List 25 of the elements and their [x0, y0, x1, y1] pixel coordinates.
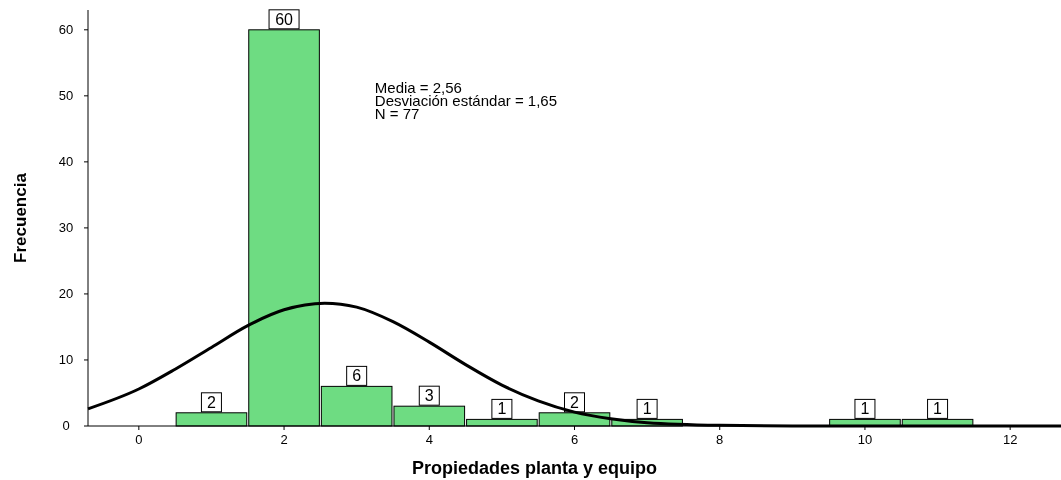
y-tick-label: 60 — [58, 21, 74, 37]
y-tick-label: 30 — [58, 219, 74, 235]
x-tick-label: 10 — [857, 432, 873, 447]
y-tick-label: 10 — [58, 351, 74, 367]
x-axis-title: Propiedades planta y equipo — [411, 458, 658, 478]
x-tick-label: 0 — [135, 432, 143, 447]
x-tick-label: 4 — [425, 432, 433, 447]
y-tick-label: 0 — [62, 418, 70, 433]
data-label: 3 — [424, 387, 434, 405]
data-label: 2 — [570, 393, 580, 411]
y-axis-title: Frecuencia — [11, 172, 30, 263]
data-label: 6 — [352, 367, 362, 385]
data-label: 60 — [275, 10, 294, 28]
data-label: 1 — [642, 400, 652, 418]
x-tick-label: 2 — [280, 432, 288, 447]
x-tick-label: 12 — [1002, 432, 1018, 447]
y-tick-label: 40 — [58, 153, 74, 169]
x-tick-label: 6 — [570, 432, 579, 447]
y-tick-label: 50 — [58, 87, 74, 103]
y-tick-label: 20 — [58, 285, 74, 301]
x-tick-label: 8 — [716, 432, 724, 447]
data-label: 1 — [860, 400, 870, 418]
data-label: 1 — [933, 400, 943, 418]
data-label: 2 — [206, 393, 216, 411]
data-label: 1 — [497, 400, 507, 418]
